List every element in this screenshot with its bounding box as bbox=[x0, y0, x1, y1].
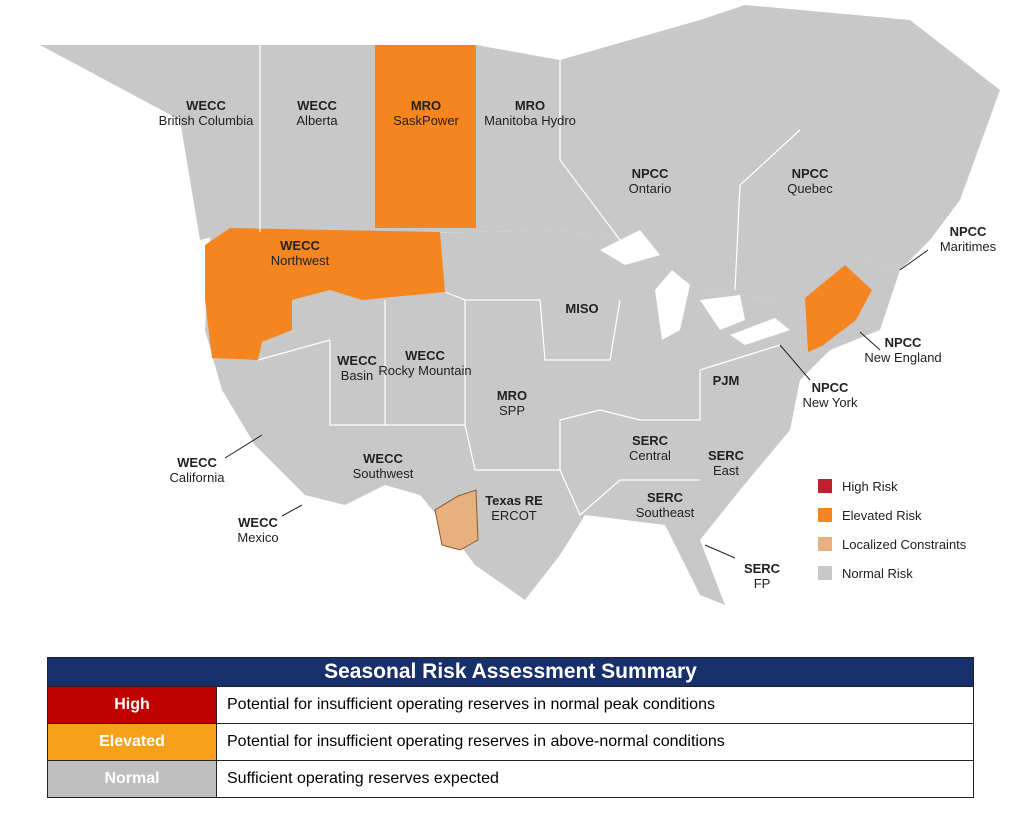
region-area: Quebec bbox=[787, 181, 833, 196]
region-area: Alberta bbox=[296, 113, 338, 128]
risk-summary-table: Seasonal Risk Assessment Summary High Pot… bbox=[47, 657, 974, 798]
region-org: WECC bbox=[186, 98, 226, 113]
region-org: Texas RE bbox=[485, 493, 543, 508]
region-org: NPCC bbox=[792, 166, 829, 181]
region-area: SPP bbox=[499, 403, 525, 418]
region-org: WECC bbox=[405, 348, 445, 363]
region-area: Rocky Mountain bbox=[378, 363, 471, 378]
risk-level: High bbox=[47, 686, 217, 724]
region-org: SERC bbox=[632, 433, 669, 448]
region-area: Northwest bbox=[271, 253, 330, 268]
region-org: MRO bbox=[411, 98, 441, 113]
map-shapes bbox=[40, 5, 1000, 605]
leader-lines bbox=[224, 249, 929, 559]
legend-label: Normal Risk bbox=[842, 566, 913, 581]
region-org: WECC bbox=[363, 451, 403, 466]
region-org: NPCC bbox=[885, 335, 922, 350]
legend: High Risk Elevated Risk Localized Constrai… bbox=[818, 479, 967, 581]
region-area: SaskPower bbox=[393, 113, 459, 128]
region-area: ERCOT bbox=[491, 508, 537, 523]
legend-label: Elevated Risk bbox=[842, 508, 922, 523]
legend-label: Localized Constraints bbox=[842, 537, 967, 552]
region-org: MRO bbox=[497, 388, 527, 403]
legend-swatch bbox=[818, 537, 832, 551]
legend-swatch bbox=[818, 566, 832, 580]
region-area: Mexico bbox=[237, 530, 278, 545]
region-area: New England bbox=[864, 350, 941, 365]
region-area: Maritimes bbox=[940, 239, 997, 254]
region-org: WECC bbox=[177, 455, 217, 470]
region-org: WECC bbox=[238, 515, 278, 530]
region-org: SERC bbox=[647, 490, 684, 505]
region-area: Central bbox=[629, 448, 671, 463]
region-area: Southwest bbox=[353, 466, 414, 481]
risk-level: Elevated bbox=[47, 723, 217, 761]
region-org: NPCC bbox=[632, 166, 669, 181]
region-area: New York bbox=[803, 395, 858, 410]
region-area: FP bbox=[754, 576, 771, 591]
legend-label: High Risk bbox=[842, 479, 898, 494]
legend-swatch bbox=[818, 479, 832, 493]
risk-description: Sufficient operating reserves expected bbox=[216, 760, 974, 798]
region-area: Basin bbox=[341, 368, 374, 383]
region-org: WECC bbox=[337, 353, 377, 368]
legend-swatch bbox=[818, 508, 832, 522]
region-area: Ontario bbox=[629, 181, 672, 196]
region-area: Manitoba Hydro bbox=[484, 113, 576, 128]
region-area: British Columbia bbox=[159, 113, 254, 128]
region-org: NPCC bbox=[950, 224, 987, 239]
region-area: California bbox=[170, 470, 226, 485]
region-org: WECC bbox=[280, 238, 320, 253]
region-org: MRO bbox=[515, 98, 545, 113]
risk-description: Potential for insufficient operating res… bbox=[216, 723, 974, 761]
risk-description: Potential for insufficient operating res… bbox=[216, 686, 974, 724]
region-org: SERC bbox=[708, 448, 745, 463]
region-org: PJM bbox=[713, 373, 740, 388]
region-area: East bbox=[713, 463, 739, 478]
region-org: WECC bbox=[297, 98, 337, 113]
region-org: NPCC bbox=[812, 380, 849, 395]
region-org: SERC bbox=[744, 561, 781, 576]
risk-level: Normal bbox=[47, 760, 217, 798]
region-org: MISO bbox=[565, 301, 598, 316]
region-area: Southeast bbox=[636, 505, 695, 520]
table-title: Seasonal Risk Assessment Summary bbox=[47, 657, 974, 687]
